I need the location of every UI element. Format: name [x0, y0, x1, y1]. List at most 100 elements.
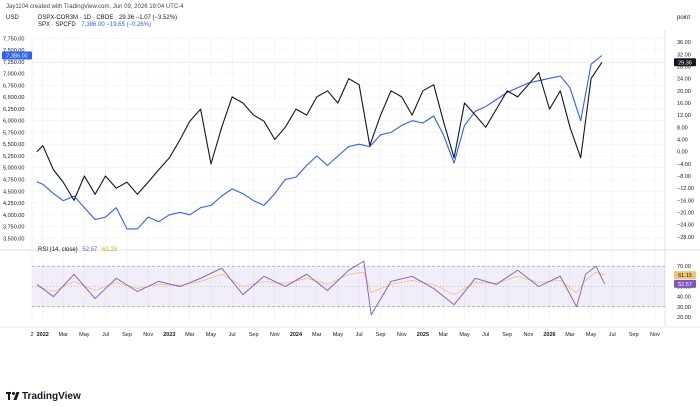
- y-tick-right: −4.00: [677, 162, 691, 168]
- x-tick-label: Mar: [58, 332, 68, 338]
- grid-lines: [0, 30, 700, 328]
- y-tick-right: 32.00: [677, 52, 691, 58]
- last-value-badge-left-bg: [2, 51, 32, 60]
- x-tick-label: Sep: [376, 332, 386, 338]
- y-tick-right: −24.00: [677, 223, 694, 229]
- tradingview-logo[interactable]: TradingView: [6, 390, 81, 402]
- series2-label: SPX · SPCFD: [38, 22, 76, 28]
- x-tick-label: May: [206, 332, 217, 338]
- y-tick-left: 4,500.00: [3, 189, 24, 195]
- rsi-value: 52.57: [82, 247, 98, 253]
- y-tick-right: 20.00: [677, 89, 691, 95]
- y-tick-left: 6,250.00: [3, 107, 24, 113]
- x-tick-label: Mar: [565, 332, 575, 338]
- series2-legend[interactable]: SPX · SPCFD 7,386.00 −19.65 (−0.26%): [38, 21, 151, 29]
- x-tick-label: Nov: [650, 332, 660, 338]
- y-tick-left: 6,000.00: [3, 119, 24, 125]
- x-tick-label: Jul: [609, 332, 616, 338]
- y-tick-left: 5,000.00: [3, 166, 24, 172]
- rsi-badge: 52.57: [678, 282, 692, 288]
- rsi-label: RSI (14, close): [38, 247, 78, 253]
- currency-right: point: [677, 15, 691, 21]
- series1-label: DSPX-COR3M · 1D · CBOE: [38, 15, 114, 21]
- rsi-band-layer: [32, 265, 665, 308]
- x-tick-label: 2: [30, 332, 33, 338]
- y-tick-left: 4,000.00: [3, 213, 24, 219]
- x-tick-label: Jul: [102, 332, 109, 338]
- y-tick-right: −20.00: [677, 211, 694, 217]
- y-tick-right: 24.00: [677, 77, 691, 83]
- y-tick-right: −16.00: [677, 198, 694, 204]
- last-value-badge-left: 7,386.00: [6, 53, 27, 59]
- series2-values: 7,386.00 −19.65 (−0.26%): [81, 22, 152, 28]
- y-tick-right: −28.00: [677, 235, 694, 241]
- x-tick-label: 2022: [37, 332, 49, 338]
- last-value-badge-right-bg: [674, 58, 696, 67]
- x-tick-label: 2023: [163, 332, 175, 338]
- x-tick-label: 2026: [543, 332, 555, 338]
- x-tick-label: Sep: [629, 332, 639, 338]
- y-tick-right: 36.00: [677, 40, 691, 46]
- y-tick-right: 0.00: [677, 150, 688, 156]
- rsi-y-tick: 40.00: [677, 295, 691, 301]
- y-tick-left: 3,500.00: [3, 236, 24, 242]
- rsi-legend[interactable]: RSI (14, close) 52.57 61.15: [38, 246, 117, 254]
- y-tick-left: 4,250.00: [3, 201, 24, 207]
- x-tick-label: Sep: [249, 332, 259, 338]
- tradingview-wordmark: TradingView: [22, 390, 81, 402]
- rsi-ma-badge-bg: [674, 271, 696, 280]
- y-tick-left: 5,500.00: [3, 142, 24, 148]
- last-value-badge-right: 29.36: [678, 60, 692, 66]
- x-tick-label: Nov: [523, 332, 533, 338]
- x-tick-label: Sep: [502, 332, 512, 338]
- x-tick-label: Mar: [312, 332, 322, 338]
- x-tick-label: May: [333, 332, 344, 338]
- y-tick-right: 12.00: [677, 113, 691, 119]
- y-tick-left: 6,500.00: [3, 95, 24, 101]
- series-line-rsi: [36, 260, 606, 316]
- y-tick-right: 8.00: [677, 125, 688, 131]
- rsi-y-tick: 30.00: [677, 305, 691, 311]
- y-tick-right: −12.00: [677, 186, 694, 192]
- y-tick-left: 4,750.00: [3, 177, 24, 183]
- tradingview-logo-icon: [6, 392, 20, 400]
- rsi-y-tick: 70.00: [677, 264, 691, 270]
- y-tick-left: 7,250.00: [3, 60, 24, 66]
- y-tick-left: 7,500.00: [3, 48, 24, 54]
- x-tick-label: Mar: [439, 332, 449, 338]
- x-tick-label: Mar: [185, 332, 195, 338]
- series-line-dspx: [36, 61, 603, 201]
- series1-values: 29.36 −1.07 (−3.52%): [119, 15, 178, 21]
- rsi-ma-badge: 61.15: [678, 273, 692, 279]
- x-tick-label: May: [586, 332, 597, 338]
- axis-labels: 7,750.00 7,500.00 7,250.00 7,000.00 6,750.00…: [2, 36, 696, 338]
- rsi-band: [32, 266, 665, 307]
- x-tick-label: May: [459, 332, 470, 338]
- x-tick-label: Nov: [270, 332, 280, 338]
- x-tick-label: 2024: [290, 332, 303, 338]
- series-line-spx: [36, 55, 603, 230]
- y-tick-right: −8.00: [677, 174, 691, 180]
- series-line-rsi-ma: [36, 271, 605, 296]
- y-tick-left: 7,750.00: [3, 36, 24, 42]
- y-tick-left: 5,250.00: [3, 154, 24, 160]
- x-tick-label: 2025: [417, 332, 429, 338]
- x-tick-label: Nov: [397, 332, 407, 338]
- y-tick-left: 6,750.00: [3, 83, 24, 89]
- x-tick-label: Jul: [229, 332, 236, 338]
- currency-left: USD: [6, 15, 19, 21]
- rsi-badge-bg: [674, 279, 696, 288]
- x-tick-label: May: [79, 332, 90, 338]
- y-tick-left: 7,000.00: [3, 72, 24, 78]
- rsi-y-tick: 20.00: [677, 315, 691, 321]
- y-tick-right: 28.00: [677, 64, 691, 70]
- y-tick-right: 4.00: [677, 138, 688, 144]
- y-tick-left: 3,750.00: [3, 225, 24, 231]
- series1-legend[interactable]: DSPX-COR3M · 1D · CBOE 29.36 −1.07 (−3.5…: [38, 14, 177, 22]
- y-tick-left: 5,750.00: [3, 130, 24, 136]
- x-tick-label: Jul: [482, 332, 489, 338]
- series-lines: [36, 55, 606, 316]
- rsi-ma-value: 61.15: [102, 247, 118, 253]
- x-tick-label: Sep: [122, 332, 132, 338]
